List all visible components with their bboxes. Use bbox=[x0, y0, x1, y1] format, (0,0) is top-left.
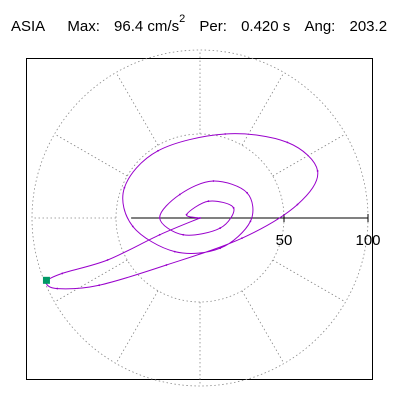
orbit-point-0-18 bbox=[249, 220, 252, 223]
orbit-point-0-23 bbox=[182, 233, 185, 236]
orbit-point-0-9 bbox=[296, 203, 299, 206]
orbit-point-0-19 bbox=[246, 191, 248, 194]
orbit-point-0-13 bbox=[157, 149, 159, 152]
orbit-point-0-2 bbox=[106, 259, 109, 261]
plot-border bbox=[26, 58, 373, 380]
grid-spoke-8 bbox=[115, 290, 159, 364]
station-name: ASIA bbox=[11, 18, 46, 35]
orbit-point-0-26 bbox=[207, 200, 210, 203]
orbit-point-0-6 bbox=[98, 284, 101, 287]
orbit-point-0-3 bbox=[61, 272, 64, 275]
radial-axis: 50 100 bbox=[131, 214, 381, 249]
orbit-point-0-16 bbox=[173, 250, 176, 253]
orbit-point-0-14 bbox=[123, 186, 126, 189]
grid-spoke-11 bbox=[272, 259, 346, 303]
orbit-point-0-15 bbox=[131, 225, 134, 228]
ang-value: 203.2 bbox=[349, 18, 388, 35]
max-unit: cm/s bbox=[147, 18, 180, 35]
orbit-point-0-8 bbox=[241, 237, 243, 240]
orbit-point-0-5 bbox=[56, 287, 59, 290]
per-unit: s bbox=[282, 18, 291, 35]
end-marker bbox=[42, 276, 50, 284]
orbit-point-0-1 bbox=[158, 233, 161, 236]
marker-group bbox=[42, 276, 50, 284]
orbit-point-0-22 bbox=[158, 217, 161, 219]
max-unit-exponent: 2 bbox=[179, 13, 186, 25]
orbit-point-0-11 bbox=[286, 141, 289, 144]
grid-spoke-10 bbox=[241, 290, 285, 364]
grid-spoke-1 bbox=[272, 133, 346, 177]
orbit-point-0-25 bbox=[232, 207, 235, 209]
orbit-point-0-12 bbox=[224, 133, 227, 135]
chart-header: ASIA Max: 96.4 cm/s2 Per: 0.420 s Ang: 2… bbox=[11, 13, 388, 40]
orbit-point-0-28 bbox=[199, 217, 201, 219]
orbit-point-0-27 bbox=[185, 213, 188, 216]
max-value: 96.4 bbox=[114, 18, 144, 35]
radial-tick-label-1: 100 bbox=[355, 232, 380, 249]
per-label: Per: bbox=[199, 18, 227, 35]
max-label: Max: bbox=[67, 18, 100, 35]
orbit-point-0-17 bbox=[219, 247, 222, 250]
ang-label: Ang: bbox=[304, 18, 336, 35]
orbit-point-0-7 bbox=[165, 264, 168, 266]
grid-spoke-4 bbox=[115, 72, 159, 146]
series-group bbox=[45, 133, 319, 290]
orbit-point-0-10 bbox=[316, 170, 319, 172]
orbit-point-0-20 bbox=[212, 180, 215, 182]
orbit-point-0-21 bbox=[178, 193, 181, 196]
per-value: 0.420 bbox=[241, 18, 279, 35]
orbit-point-0-24 bbox=[219, 227, 222, 229]
radial-tick-label-0: 50 bbox=[276, 232, 293, 249]
orbit-trace-0 bbox=[45, 133, 319, 290]
grid-spoke-5 bbox=[54, 133, 128, 177]
